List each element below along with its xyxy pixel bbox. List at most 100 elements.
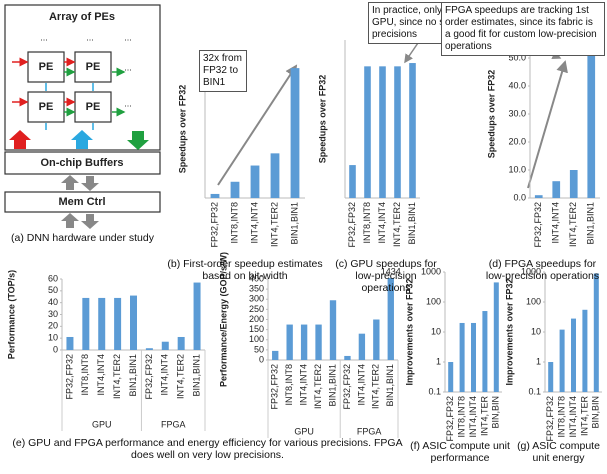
- y-tick-label: 60: [48, 273, 58, 283]
- x-tick-label: INT4,TER2: [313, 364, 323, 409]
- annotation-arrow: [527, 60, 568, 189]
- y-tick-label: 1000: [521, 266, 541, 276]
- x-tick-label: INT4,TER2: [112, 354, 122, 399]
- bar: [82, 297, 90, 350]
- memctrl-label: Mem Ctrl: [58, 196, 105, 208]
- x-tick-label: FP32,FP32: [533, 202, 543, 248]
- y-axis-title: Improvements over FP32: [404, 278, 414, 385]
- x-tick-label: FP32,FP32: [64, 354, 74, 400]
- bar: [177, 336, 185, 350]
- bar: [493, 282, 499, 392]
- y-tick-label: 300: [249, 294, 264, 304]
- y-axis-title: Improvements over FP32: [504, 278, 514, 385]
- bar: [315, 324, 322, 360]
- x-tick-label: INT4,INT4: [160, 354, 170, 396]
- y-tick-label: 0: [53, 344, 58, 354]
- bar: [210, 193, 220, 198]
- memctrl-box: [4, 191, 161, 213]
- bar: [290, 68, 300, 198]
- caption: (e) GPU and FPGA performance and energy …: [12, 437, 403, 461]
- x-tick-label: INT4,TER: [579, 396, 589, 437]
- x-tick-label: FP32,FP32: [347, 202, 357, 248]
- bar: [548, 362, 554, 392]
- caption: (b) First-order speedup estimates based …: [167, 258, 323, 282]
- y-tick-label: 20.0: [508, 136, 526, 146]
- group-label: FPGA: [161, 419, 186, 429]
- x-tick-label: INT4,TER2: [269, 202, 279, 247]
- x-tick-label: BIN,BIN: [591, 396, 601, 429]
- ellipsis: ...: [124, 62, 132, 72]
- ellipsis: ...: [124, 32, 132, 42]
- y-tick-label: 10: [531, 326, 541, 336]
- y-tick-label: 30: [48, 309, 58, 319]
- x-tick-label: BIN1,BIN1: [385, 364, 395, 407]
- y-tick-label: 10: [431, 326, 441, 336]
- x-tick-label: INT4,INT4: [249, 202, 259, 244]
- pe-box: [74, 91, 112, 123]
- x-tick-label: INT4,TER2: [176, 354, 186, 399]
- pe-box: [27, 51, 65, 83]
- y-tick-label: 1000: [421, 266, 441, 276]
- pe-box: [74, 51, 112, 83]
- bar: [286, 324, 293, 360]
- bar: [270, 153, 280, 198]
- y-tick-label: 100: [249, 334, 264, 344]
- buffers-box: [4, 151, 161, 175]
- ellipsis: ...: [86, 32, 94, 42]
- x-tick-label: FP32,FP32: [270, 364, 280, 410]
- bar: [552, 181, 561, 198]
- y-tick-label: 0.1: [528, 386, 541, 396]
- caption: (c) GPU speedups for low-precision opera…: [335, 258, 437, 294]
- input-arrow: [9, 130, 31, 149]
- y-axis-title: Performance (TOP/s): [6, 270, 16, 359]
- bar: [587, 38, 596, 198]
- y-tick-label: 50.0: [508, 52, 526, 62]
- x-tick-label: INT4,TER: [479, 396, 489, 437]
- x-tick-label: FP32,FP32: [342, 364, 352, 410]
- x-tick-label: FP32,FP32: [545, 396, 555, 442]
- bar: [570, 318, 577, 392]
- pe-label: PE: [86, 61, 101, 73]
- caption: (d) FPGA speedups for low-precision oper…: [485, 258, 600, 282]
- bar: [593, 273, 599, 392]
- y-tick-label: 200: [249, 314, 264, 324]
- bar: [582, 309, 588, 392]
- x-tick-label: INT4,INT4: [551, 202, 561, 244]
- y-tick-label: 10: [48, 333, 58, 343]
- x-tick-label: INT8,INT8: [229, 202, 239, 244]
- x-tick-label: FP32,FP32: [144, 354, 154, 400]
- bar: [98, 297, 106, 350]
- y-tick-label: 40: [48, 297, 58, 307]
- bar: [409, 63, 416, 198]
- y-tick-label: 150: [249, 324, 264, 334]
- bar: [130, 295, 137, 350]
- mem-arrows: [61, 213, 99, 229]
- x-tick-label: FP32,FP32: [445, 396, 455, 442]
- bar: [145, 348, 153, 350]
- y-tick-label: 100: [526, 296, 541, 306]
- y-tick-label: 10.0: [508, 164, 526, 174]
- bar: [559, 329, 565, 392]
- y-tick-label: 0.1: [428, 386, 441, 396]
- x-tick-label: INT8,INT8: [284, 364, 294, 406]
- caption: (g) ASIC compute unit energy: [517, 440, 600, 464]
- pe-box: [27, 91, 65, 123]
- annotation: FPGA speedups are tracking 1st order est…: [441, 2, 605, 56]
- bar: [448, 362, 454, 392]
- x-tick-label: BIN1,BIN1: [191, 354, 201, 397]
- y-axis-title: Speedups over FP32: [486, 70, 496, 159]
- bar: [193, 282, 201, 350]
- y-tick-label: 350: [249, 284, 264, 294]
- y-tick-label: 400: [249, 273, 264, 283]
- bar: [379, 66, 386, 198]
- x-tick-label: BIN1,BIN1: [128, 354, 138, 397]
- bar: [364, 66, 371, 198]
- x-tick-label: INT8,INT8: [362, 202, 372, 244]
- bar: [394, 66, 401, 198]
- group-label: GPU: [294, 426, 314, 436]
- bar: [329, 300, 337, 360]
- x-tick-label: BIN1,BIN1: [586, 202, 596, 245]
- x-tick-label: INT4,TER2: [371, 364, 381, 409]
